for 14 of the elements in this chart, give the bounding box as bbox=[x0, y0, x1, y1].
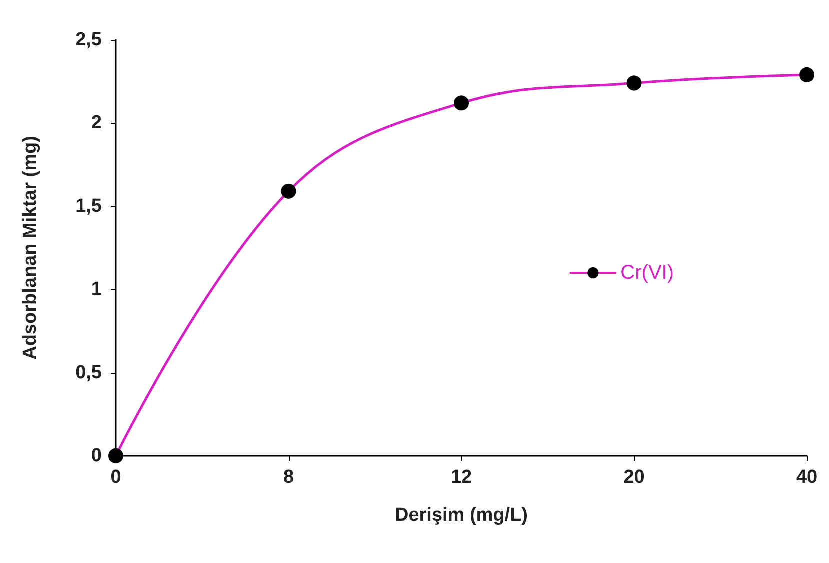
y-tick-label: 0,5 bbox=[76, 362, 102, 384]
y-axis-title: Adsorblanan Miktar (mg) bbox=[20, 136, 41, 360]
x-tick-label: 20 bbox=[624, 467, 645, 488]
y-tick-label: 0 bbox=[91, 446, 102, 466]
y-tick-label: 1,5 bbox=[76, 196, 102, 217]
y-tick-label: 2,5 bbox=[76, 30, 102, 50]
y-tick-label: 1 bbox=[91, 279, 102, 300]
legend-label: Cr(VI) bbox=[620, 262, 674, 284]
x-tick-label: 0 bbox=[110, 467, 122, 488]
x-tick-label: 8 bbox=[283, 467, 294, 488]
y-tick-label: 2 bbox=[91, 112, 102, 134]
x-tick-label: 40 bbox=[796, 467, 818, 488]
x-axis-title: Derişim (mg/L) bbox=[394, 505, 528, 526]
x-tick-label: 12 bbox=[450, 467, 472, 488]
